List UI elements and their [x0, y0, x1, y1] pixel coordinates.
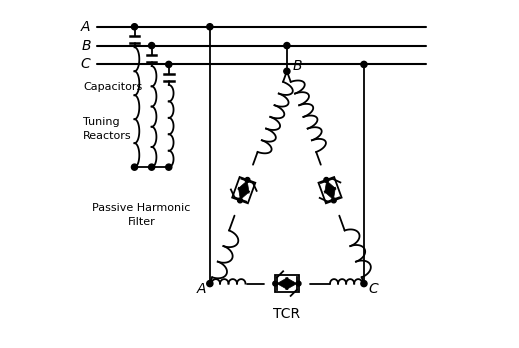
Circle shape: [331, 198, 336, 203]
Polygon shape: [238, 187, 250, 199]
Text: $B$: $B$: [81, 39, 92, 53]
Polygon shape: [238, 181, 249, 193]
Circle shape: [238, 198, 242, 203]
Circle shape: [131, 24, 138, 30]
Text: TCR: TCR: [274, 307, 301, 322]
Text: $A$: $A$: [80, 20, 92, 34]
Text: $C$: $C$: [80, 57, 92, 71]
Text: $C$: $C$: [368, 282, 380, 296]
Polygon shape: [324, 181, 336, 193]
Circle shape: [207, 280, 213, 287]
Circle shape: [361, 280, 367, 287]
Polygon shape: [277, 277, 288, 290]
Circle shape: [207, 24, 213, 30]
Circle shape: [324, 177, 329, 182]
Circle shape: [361, 61, 367, 68]
Circle shape: [296, 281, 301, 286]
Circle shape: [166, 164, 172, 170]
Circle shape: [148, 164, 155, 170]
Text: Tuning
Reactors: Tuning Reactors: [83, 118, 132, 142]
Polygon shape: [324, 187, 335, 199]
Circle shape: [148, 42, 155, 49]
Text: $B$: $B$: [292, 58, 303, 72]
Circle shape: [273, 281, 278, 286]
Polygon shape: [286, 277, 297, 290]
Circle shape: [284, 68, 290, 74]
Circle shape: [245, 177, 250, 182]
Circle shape: [284, 42, 290, 49]
Text: $A$: $A$: [196, 282, 207, 296]
Text: Passive Harmonic
Filter: Passive Harmonic Filter: [92, 203, 190, 227]
Circle shape: [131, 164, 138, 170]
Circle shape: [166, 61, 172, 68]
Text: Capacitors: Capacitors: [83, 82, 142, 92]
